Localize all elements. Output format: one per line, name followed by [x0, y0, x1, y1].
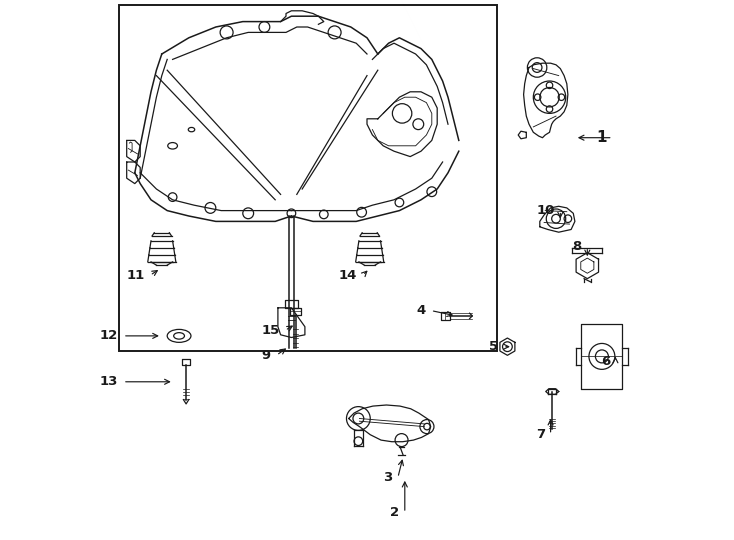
Text: 3: 3 [383, 471, 393, 484]
Text: 13: 13 [99, 375, 117, 388]
Text: 7: 7 [536, 428, 545, 441]
Text: 2: 2 [390, 507, 399, 519]
Bar [119, 5, 497, 351]
Text: 12: 12 [99, 329, 117, 342]
Text: 4: 4 [416, 304, 425, 317]
Text: 9: 9 [262, 349, 271, 362]
Text: 15: 15 [261, 324, 280, 337]
Text: 10: 10 [537, 204, 555, 217]
Text: 11: 11 [126, 269, 145, 282]
Text: 6: 6 [600, 355, 610, 368]
Text: 5: 5 [489, 340, 498, 353]
Text: 8: 8 [573, 240, 582, 253]
Text: 14: 14 [339, 269, 357, 282]
Text: 1: 1 [597, 130, 607, 145]
